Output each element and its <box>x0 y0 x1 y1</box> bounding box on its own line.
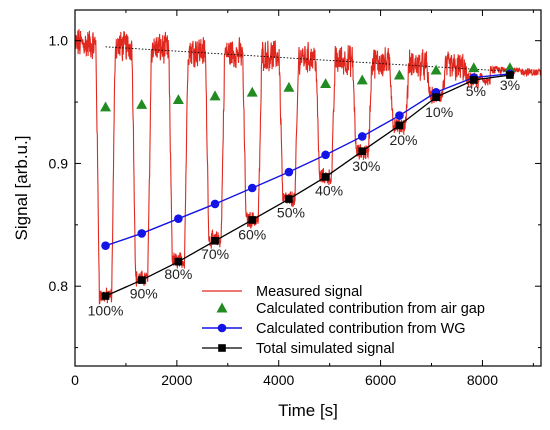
air-gap-point <box>246 86 258 97</box>
air-gap-point <box>209 90 221 101</box>
air-gap-point <box>393 69 405 80</box>
total-point <box>395 121 404 130</box>
dip-annotation: 70% <box>201 246 229 262</box>
air-gap-point <box>320 78 332 89</box>
wg-point <box>137 229 147 238</box>
legend: Measured signal Calculated contribution … <box>202 284 485 357</box>
legend-item-measured: Measured signal <box>202 284 362 300</box>
wg-point <box>174 214 183 223</box>
air-gap-point <box>100 101 112 112</box>
x-tick-label: 2000 <box>161 372 192 388</box>
wg-point <box>321 150 330 160</box>
wg-point <box>101 241 110 250</box>
legend-swatch-air-gap <box>216 302 228 313</box>
total-point <box>432 93 440 101</box>
total-point <box>285 195 293 203</box>
dip-annotation: 3% <box>500 77 520 93</box>
measured-signal-line <box>75 29 541 305</box>
dip-annotation: 10% <box>425 104 453 120</box>
x-tick-label: 0 <box>71 372 79 388</box>
y-axis-title: Signal [arb.u.] <box>12 136 31 241</box>
air-gap-point <box>356 74 368 85</box>
baseline-trend-line <box>105 46 510 72</box>
wg-line <box>105 73 511 247</box>
total-point <box>101 292 110 300</box>
legend-item-wg: Calculated contribution from WG <box>202 321 466 337</box>
legend-item-air-gap: Calculated contribution from air gap <box>216 301 485 317</box>
x-tick-label: 6000 <box>365 372 396 388</box>
axes-ticks: 0 2000 4000 6000 8000 0.8 0.9 1.0 <box>49 10 541 388</box>
legend-swatch-wg-marker <box>217 323 227 333</box>
y-tick-label: 0.8 <box>49 278 69 294</box>
total-point <box>469 76 478 84</box>
x-axis-title: Time [s] <box>278 401 338 420</box>
dip-annotation: 30% <box>352 158 380 174</box>
wg-point <box>210 199 220 209</box>
total-point <box>248 216 257 224</box>
legend-label-measured: Measured signal <box>256 284 362 300</box>
dip-annotation: 50% <box>277 204 305 220</box>
y-tick-label: 0.9 <box>49 155 69 171</box>
air-gap-point <box>136 99 148 109</box>
total-point <box>321 173 330 181</box>
total-point <box>506 71 514 79</box>
legend-label-wg: Calculated contribution from WG <box>256 321 466 337</box>
total-point <box>211 236 219 245</box>
dip-annotation: 40% <box>315 182 343 198</box>
total-point <box>137 276 146 284</box>
wg-point <box>395 111 404 120</box>
air-gap-point <box>430 64 442 75</box>
legend-item-total: Total simulated signal <box>202 341 395 357</box>
dip-annotation: 60% <box>238 227 266 243</box>
total-line <box>105 74 511 297</box>
air-gap-point <box>283 81 295 92</box>
y-tick-label: 1.0 <box>49 33 69 49</box>
total-point <box>358 147 367 155</box>
air-gap-point <box>468 62 480 73</box>
dip-annotation: 5% <box>466 83 486 99</box>
wg-point <box>284 167 294 177</box>
dip-annotation: 20% <box>389 132 417 148</box>
plot-frame <box>74 9 542 367</box>
legend-label-air-gap: Calculated contribution from air gap <box>256 301 485 317</box>
air-gap-point <box>172 94 184 105</box>
legend-label-total: Total simulated signal <box>256 341 395 357</box>
x-tick-label: 4000 <box>263 372 294 388</box>
plot-content: 100% 90% 80% 70% 60% 50% 40% 30% 20% 10% 5% 3% <box>75 29 541 319</box>
air-gap-point <box>504 62 516 73</box>
wg-point <box>247 183 257 193</box>
dip-annotation: 90% <box>130 285 158 301</box>
dip-annotation: 80% <box>164 266 192 282</box>
wg-point <box>357 132 367 141</box>
legend-swatch-total-marker <box>218 344 226 352</box>
dip-annotation: 100% <box>88 303 124 319</box>
total-point <box>174 257 183 266</box>
x-tick-label: 8000 <box>467 372 498 388</box>
